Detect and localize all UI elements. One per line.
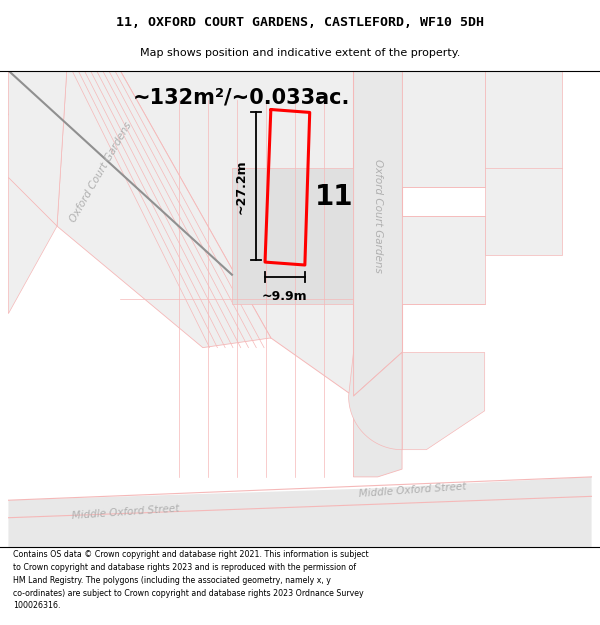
Polygon shape: [402, 216, 485, 304]
Text: Map shows position and indicative extent of the property.: Map shows position and indicative extent…: [140, 48, 460, 58]
Polygon shape: [232, 168, 353, 304]
Polygon shape: [353, 352, 402, 477]
Polygon shape: [485, 71, 562, 255]
Polygon shape: [8, 71, 67, 226]
Text: ~132m²/~0.033ac.: ~132m²/~0.033ac.: [133, 88, 350, 108]
Text: Middle Oxford Street: Middle Oxford Street: [71, 503, 180, 521]
Polygon shape: [349, 352, 402, 449]
Text: Middle Oxford Street: Middle Oxford Street: [358, 482, 467, 499]
Polygon shape: [8, 177, 57, 314]
Polygon shape: [57, 71, 271, 348]
Polygon shape: [402, 352, 485, 449]
Polygon shape: [8, 71, 271, 338]
Text: 11, OXFORD COURT GARDENS, CASTLEFORD, WF10 5DH: 11, OXFORD COURT GARDENS, CASTLEFORD, WF…: [116, 16, 484, 29]
Text: Oxford Court Gardens: Oxford Court Gardens: [373, 159, 383, 273]
Text: ~9.9m: ~9.9m: [262, 290, 308, 303]
Text: Contains OS data © Crown copyright and database right 2021. This information is : Contains OS data © Crown copyright and d…: [13, 550, 369, 611]
Polygon shape: [8, 477, 592, 547]
Text: Oxford Court Gardens: Oxford Court Gardens: [68, 121, 134, 224]
Polygon shape: [353, 71, 402, 401]
Text: 11: 11: [315, 183, 353, 211]
Text: ~27.2m: ~27.2m: [235, 159, 248, 214]
Polygon shape: [402, 71, 485, 188]
Polygon shape: [120, 71, 353, 396]
